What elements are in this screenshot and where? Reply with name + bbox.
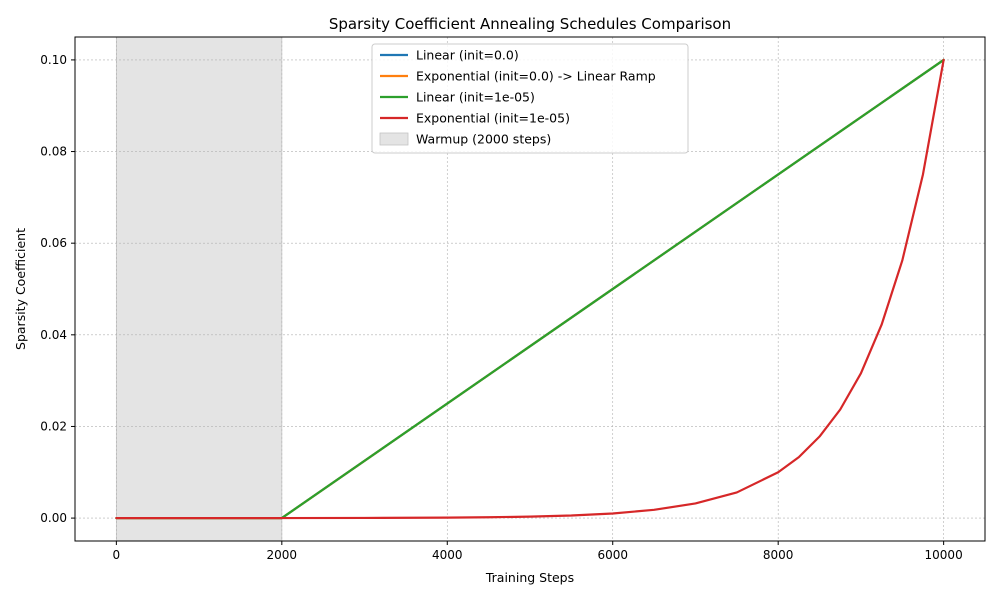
warmup-shaded-region [115,36,283,542]
y-tick-label: 0.06 [40,236,67,250]
series-line-4 [115,58,945,520]
legend-label: Exponential (init=1e-05) [416,111,570,126]
x-tick-label: 6000 [597,548,628,562]
y-tick-label: 0.02 [40,419,67,433]
series-lines [115,58,945,520]
legend: Linear (init=0.0) Exponential (init=0.0) … [371,43,689,154]
gridlines [75,37,985,541]
x-tick-label: 2000 [267,548,298,562]
y-tick-label: 0.08 [40,145,67,159]
y-tick-label: 0.10 [40,53,67,67]
legend-label: Linear (init=0.0) [416,48,519,63]
legend-label-warmup: Warmup (2000 steps) [416,132,551,147]
chart-title: Sparsity Coefficient Annealing Schedules… [329,15,731,33]
x-axis-ticks: 0 2000 4000 6000 8000 10000 [113,541,963,562]
x-tick-label: 8000 [763,548,794,562]
legend-swatch-warmup [379,132,409,146]
y-axis-ticks: 0.00 0.02 0.04 0.06 0.08 0.10 [40,53,75,525]
legend-label: Exponential (init=0.0) -> Linear Ramp [416,69,656,84]
plot-area [74,36,986,542]
y-tick-label: 0.04 [40,328,67,342]
y-tick-label: 0.00 [40,511,67,525]
x-tick-label: 0 [113,548,121,562]
x-tick-label: 4000 [432,548,463,562]
plot-frame [74,36,986,542]
y-axis-title: Sparsity Coefficient [13,228,28,350]
x-tick-label: 10000 [925,548,963,562]
x-axis-title: Training Steps [485,570,574,585]
legend-label: Linear (init=1e-05) [416,90,535,105]
legend-box [371,43,689,154]
